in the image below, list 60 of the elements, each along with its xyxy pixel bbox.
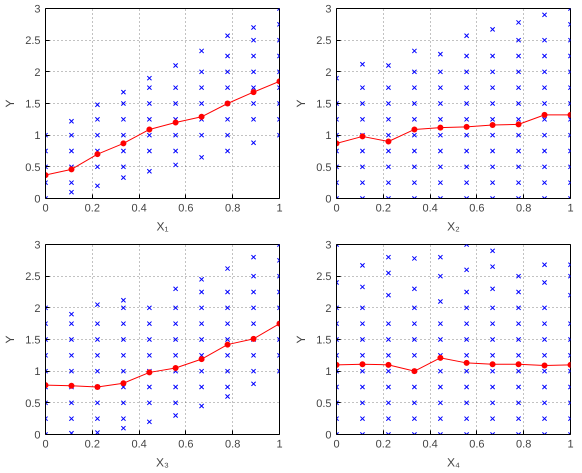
x-tick-label: 0.6 [178, 438, 194, 450]
x-axis-title: X₂ [447, 220, 460, 234]
y-axis-title: Y [294, 335, 308, 344]
y-tick-label: 2.5 [25, 271, 41, 284]
y-tick-label: 2.5 [316, 35, 332, 48]
y-tick-label: 3 [325, 240, 332, 252]
y-tick-label: 1.5 [316, 98, 332, 110]
x-tick-label: 0.4 [422, 438, 438, 450]
y-tick-label: 1.5 [316, 334, 332, 346]
x-tick-label: 1 [567, 438, 574, 450]
y-tick-label: 2 [325, 302, 332, 315]
x-tick-label: 0.2 [84, 438, 100, 450]
y-tick-label: 1 [325, 366, 332, 378]
y-tick-label: 0 [34, 194, 41, 206]
x-tick-label: 0.4 [422, 202, 438, 214]
x-tick-label: 0 [42, 438, 49, 450]
y-tick-label: 0 [325, 194, 332, 206]
x-tick-label: 0 [333, 438, 340, 450]
x-tick-label: 1 [276, 438, 283, 450]
y-tick-label: 2 [325, 66, 332, 79]
y-tick-label: 1 [325, 130, 332, 142]
x-tick-label: 0.4 [131, 438, 147, 450]
y-tick-label: 0.5 [25, 162, 41, 174]
y-tick-label: 2 [34, 302, 41, 315]
y-tick-label: 0.5 [25, 398, 41, 410]
x-tick-label: 0 [42, 202, 49, 214]
y-tick-label: 1 [34, 366, 41, 378]
y-axis-title: Y [294, 99, 308, 108]
y-tick-label: 1.5 [25, 334, 41, 346]
x-tick-label: 0.8 [516, 438, 532, 450]
y-tick-label: 0.5 [316, 162, 332, 174]
x-axis-title: X₁ [156, 220, 169, 234]
y-tick-label: 0 [325, 430, 332, 442]
x-tick-label: 0.6 [178, 202, 194, 214]
x-tick-label: 0.8 [225, 438, 240, 450]
y-tick-label: 3 [34, 4, 41, 16]
x-tick-label: 1 [276, 202, 283, 214]
x-tick-label: 0.6 [469, 202, 485, 214]
x-tick-label: 0.2 [376, 202, 391, 214]
x-tick-label: 1 [567, 202, 574, 214]
y-tick-label: 3 [34, 240, 41, 252]
y-tick-label: 2.5 [316, 271, 332, 284]
x-tick-label: 0.2 [84, 202, 100, 214]
x-tick-label: 0 [333, 202, 340, 214]
x-axis-title: X₄ [447, 456, 460, 470]
x-tick-label: 0.4 [131, 202, 147, 214]
y-tick-label: 3 [325, 4, 332, 16]
y-axis-title: Y [3, 99, 18, 108]
y-tick-label: 1.5 [25, 98, 41, 110]
y-tick-label: 2 [34, 66, 41, 79]
y-tick-label: 2.5 [25, 35, 41, 48]
x-axis-title: X₃ [156, 456, 170, 470]
x-tick-label: 0.6 [469, 438, 485, 450]
x-tick-label: 0.2 [376, 438, 391, 450]
x-tick-label: 0.8 [225, 202, 240, 214]
y-tick-label: 0 [34, 430, 41, 442]
x-tick-label: 0.8 [516, 202, 532, 214]
y-tick-label: 0.5 [316, 398, 332, 410]
y-axis-title: Y [3, 335, 18, 344]
y-tick-label: 1 [34, 130, 41, 142]
